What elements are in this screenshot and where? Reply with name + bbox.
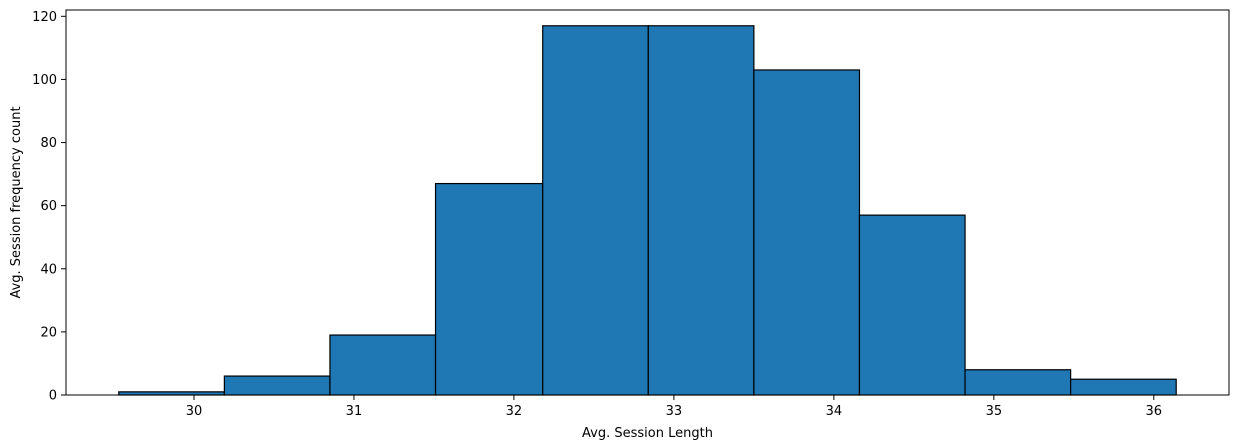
histogram-bar	[434, 182, 544, 396]
x-axis-label: Avg. Session Length	[582, 426, 713, 441]
y-tick-label: 100	[32, 73, 57, 88]
x-tick-label: 33	[666, 404, 683, 419]
y-tick-label: 20	[40, 325, 57, 340]
y-tick-label: 120	[32, 10, 57, 25]
plot-frame	[65, 9, 1230, 396]
histogram-bar	[223, 375, 331, 396]
x-tick-label: 35	[986, 404, 1003, 419]
histogram-bar	[964, 369, 1072, 396]
x-tick-label: 32	[506, 404, 523, 419]
histogram-bar	[329, 334, 437, 396]
bars-group	[118, 25, 1177, 396]
x-tick-label: 36	[1146, 404, 1163, 419]
y-tick-label: 80	[40, 136, 57, 151]
histogram-bar	[753, 69, 861, 396]
x-tick-label: 30	[186, 404, 203, 419]
x-tick-label: 34	[826, 404, 843, 419]
x-tick-label: 31	[346, 404, 363, 419]
histogram-bar	[542, 25, 649, 396]
x-axis-ticks: 30 31 32 33 34 35 36	[186, 395, 1162, 419]
histogram-bar	[647, 25, 755, 396]
histogram-bar	[858, 214, 966, 396]
y-axis-ticks: 0 20 40 60 80 100 120	[32, 10, 66, 404]
y-tick-label: 0	[49, 389, 57, 404]
y-tick-label: 60	[40, 199, 57, 214]
y-tick-label: 40	[40, 262, 57, 277]
y-axis-label: Avg. Session frequency count	[9, 106, 24, 298]
histogram-bar	[1070, 378, 1177, 396]
